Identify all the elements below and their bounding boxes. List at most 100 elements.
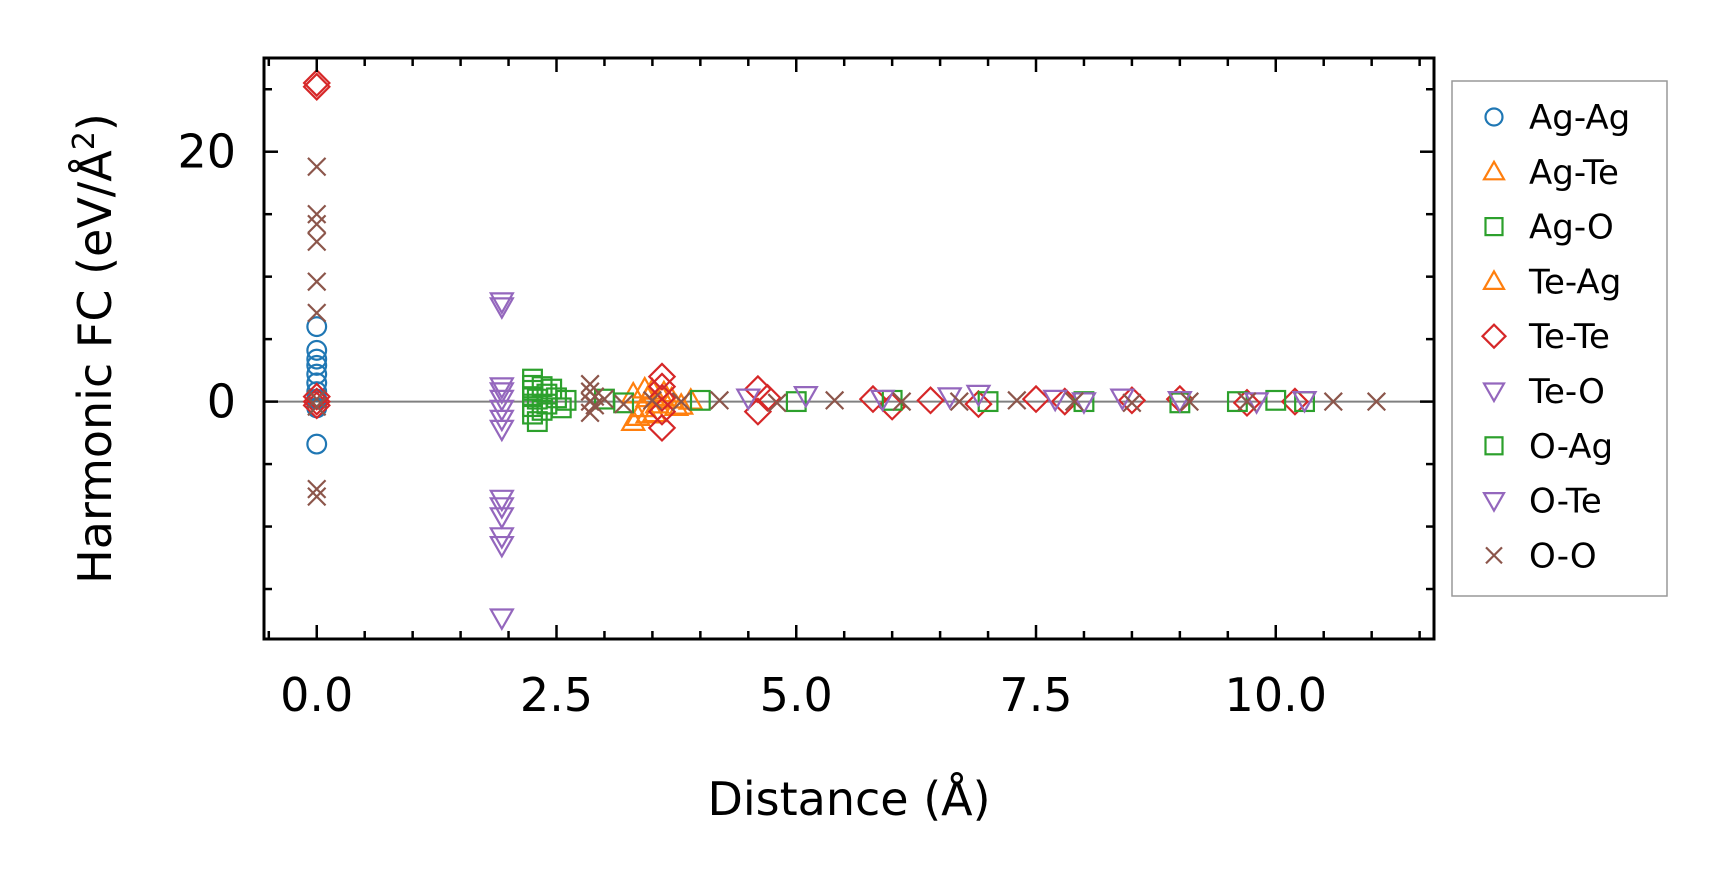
y-tick-label: 20: [177, 125, 236, 179]
data-point-te-o: [488, 608, 515, 631]
data-point-o-o: [585, 395, 605, 415]
data-point-ag-o: [550, 397, 572, 419]
data-point-o-o: [767, 393, 787, 413]
data-point-o-o: [1237, 392, 1257, 412]
data-point-o-te: [1166, 391, 1193, 414]
data-point-te-o: [488, 507, 515, 530]
legend-marker: [1485, 546, 1503, 565]
data-point-te-te: [1280, 387, 1310, 416]
data-point-te-o: [488, 419, 515, 443]
data-point-te-te: [1050, 387, 1079, 416]
data-point-ag-ag: [306, 339, 328, 361]
data-point-o-o: [307, 204, 327, 224]
data-point-te-te: [1021, 384, 1051, 414]
y-axis-title: Harmonic FC (eV/Å2): [67, 113, 123, 584]
legend-label: O-O: [1529, 536, 1597, 576]
legend-marker: [1484, 436, 1504, 456]
data-point-o-o: [949, 392, 969, 412]
legend-marker: [1482, 269, 1506, 290]
x-tick-label: 5.0: [760, 668, 833, 722]
data-point-o-o: [307, 232, 327, 252]
data-point-o-o: [307, 303, 327, 323]
data-point-o-te: [965, 384, 992, 408]
data-point-o-ag: [689, 389, 711, 411]
data-point-te-te: [302, 391, 331, 420]
plot-area: [262, 56, 1436, 641]
data-point-o-o: [1323, 392, 1343, 412]
legend-item: O-O: [1485, 536, 1597, 576]
data-point-o-te: [1042, 389, 1069, 413]
legend-item: Te-Ag: [1482, 262, 1621, 302]
legend: Ag-Ag Ag-Te Ag-O Te-Ag Te-Te Te-O O-Ag O-Te O-O: [1451, 80, 1668, 597]
legend-item: Ag-Te: [1482, 153, 1619, 193]
legend-item: Ag-O: [1484, 208, 1614, 248]
series-te-te: [302, 68, 1310, 443]
data-point-te-o: [488, 489, 515, 513]
data-point-o-te: [869, 389, 896, 413]
data-point-ag-o: [555, 389, 577, 411]
data-point-o-ag: [977, 391, 999, 413]
y-axis-title-main: Harmonic FC (eV/Å: [68, 150, 122, 584]
legend-item: Te-Te: [1480, 317, 1610, 357]
data-point-ag-ag: [306, 381, 328, 403]
series-o-o: [307, 157, 1387, 507]
data-point-o-o: [825, 390, 845, 410]
data-point-o-o: [307, 389, 327, 409]
legend-item: Te-O: [1482, 372, 1605, 412]
data-point-te-o: [488, 292, 515, 315]
plot-frame: [262, 56, 1436, 641]
data-point-o-o: [1366, 392, 1387, 412]
data-point-ag-te: [668, 392, 695, 415]
data-point-te-te: [647, 413, 677, 443]
data-point-te-o: [488, 297, 515, 320]
data-point-o-o: [614, 394, 634, 414]
legend-label: Ag-Ag: [1529, 98, 1630, 138]
data-point-o-o: [307, 486, 327, 507]
legend-label: Ag-O: [1529, 208, 1614, 248]
legend-label: Te-Te: [1528, 317, 1610, 357]
data-point-o-te: [1243, 392, 1270, 415]
data-point-o-o: [307, 397, 327, 417]
data-point-te-o: [488, 377, 515, 400]
data-point-o-o: [307, 214, 327, 234]
data-point-te-te: [753, 383, 782, 413]
data-point-o-o: [1064, 392, 1084, 412]
data-point-te-te: [858, 384, 888, 414]
data-point-ag-ag: [306, 433, 328, 455]
data-point-o-o: [594, 389, 615, 409]
legend-item: Ag-Ag: [1484, 98, 1630, 138]
data-point-o-o: [892, 392, 912, 412]
data-point-o-ag: [1265, 389, 1287, 411]
data-point-te-te: [1232, 388, 1262, 418]
data-point-o-o: [1007, 390, 1027, 410]
data-point-o-o: [307, 272, 327, 292]
series-te-o: [488, 292, 515, 631]
legend-frame: [1451, 80, 1668, 597]
x-axis: 0.0 2.5 5.0 7.5 10.0: [267, 58, 1421, 722]
data-point-te-te: [916, 386, 945, 415]
series-o-te: [735, 384, 1318, 415]
data-point-te-te: [302, 382, 331, 411]
legend-item: O-Te: [1482, 482, 1602, 522]
data-point-o-o: [307, 479, 327, 499]
data-point-o-te: [1071, 392, 1097, 415]
data-point-ag-o: [613, 392, 635, 414]
data-point-ag-ag: [306, 354, 328, 376]
data-point-o-o: [307, 157, 327, 177]
data-point-te-te: [964, 389, 993, 419]
legend-label: O-Ag: [1529, 427, 1613, 467]
y-axis: 0 20: [177, 87, 1434, 591]
legend-label: Te-Ag: [1528, 262, 1621, 302]
legend-marker: [1484, 107, 1504, 127]
data-point-te-te: [647, 383, 677, 413]
legend-marker: [1484, 217, 1504, 237]
data-point-o-o: [671, 392, 691, 412]
data-point-o-o: [642, 390, 662, 410]
data-point-o-o: [1179, 392, 1200, 412]
legend-label: O-Te: [1529, 482, 1602, 522]
data-point-ag-ag: [306, 348, 328, 370]
y-tick-label: 0: [207, 375, 236, 429]
x-tick-label: 10.0: [1225, 668, 1327, 722]
legend-marker: [1482, 492, 1506, 513]
